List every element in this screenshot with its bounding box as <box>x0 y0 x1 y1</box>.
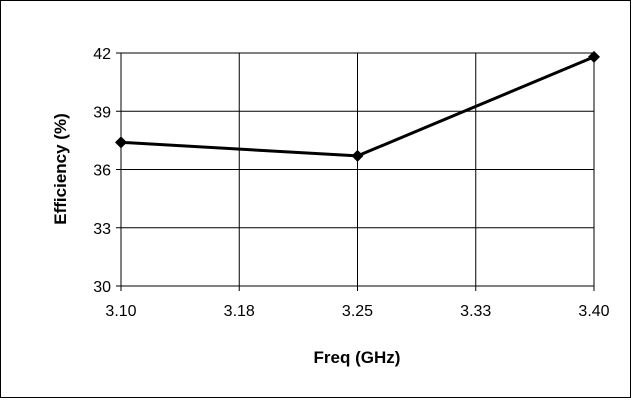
data-point-marker <box>115 136 127 149</box>
tick-labels: 3.10 3.18 3.25 3.33 3.40 30 33 36 39 42 <box>93 46 609 320</box>
y-tick-label: 39 <box>93 104 111 121</box>
data-point-marker <box>351 149 364 162</box>
y-tick-label: 36 <box>93 163 111 180</box>
data-series <box>115 50 600 162</box>
y-axis-title: Efficiency (%) <box>51 113 70 224</box>
x-tick-label: 3.40 <box>578 303 609 320</box>
y-tick-label: 33 <box>93 221 111 238</box>
grid-lines <box>116 52 595 291</box>
x-tick-label: 3.33 <box>460 303 491 320</box>
data-point-marker <box>588 50 600 63</box>
x-axis-title: Freq (GHz) <box>314 348 401 367</box>
x-tick-label: 3.18 <box>224 303 255 320</box>
x-tick-label: 3.25 <box>342 303 373 320</box>
y-tick-label: 30 <box>93 279 111 296</box>
y-tick-label: 42 <box>93 46 111 63</box>
x-tick-label: 3.10 <box>105 303 136 320</box>
